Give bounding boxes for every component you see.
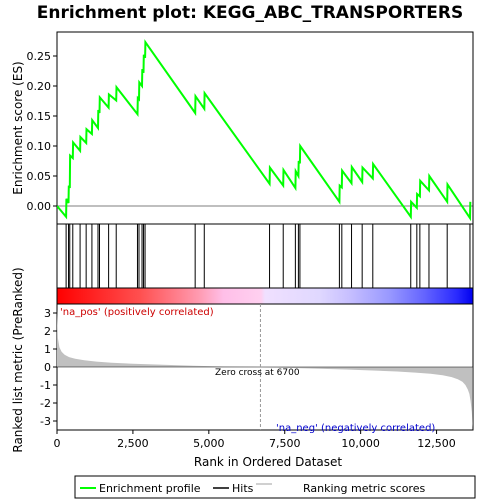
zero-cross-label: Zero cross at 6700 xyxy=(215,368,300,378)
legend-hits-label: Hits xyxy=(232,482,254,495)
es-tick-label: 0.10 xyxy=(27,140,52,153)
metric-axis-label: Ranked list metric (PreRanked) xyxy=(11,267,25,452)
es-tick-label: 0.00 xyxy=(27,200,52,213)
x-tick-label: 10,000 xyxy=(341,437,380,450)
metric-tick-label: -2 xyxy=(40,397,51,410)
rank-colorbar xyxy=(56,287,474,305)
metric-tick-label: 1 xyxy=(44,343,51,356)
legend-box xyxy=(74,475,476,499)
es-tick-label: 0.05 xyxy=(27,170,52,183)
metric-tick-label: -3 xyxy=(40,415,51,428)
es-tick-label: 0.15 xyxy=(27,110,52,123)
es-tick-label: 0.25 xyxy=(27,50,52,63)
neg-correlation-label: 'na_neg' (negatively correlated) xyxy=(276,423,435,434)
ranking-metric-area xyxy=(57,309,473,428)
legend-profile-label: Enrichment profile xyxy=(99,482,201,495)
es-panel-frame xyxy=(56,31,474,225)
x-tick-label: 2,500 xyxy=(117,437,149,450)
x-tick-label: 7,500 xyxy=(269,437,301,450)
x-tick-label: 12,500 xyxy=(417,437,456,450)
metric-tick-label: 3 xyxy=(44,307,51,320)
legend-metric-label: Ranking metric scores xyxy=(303,482,425,495)
chart-title: Enrichment plot: KEGG_ABC_TRANSPORTERS xyxy=(37,3,463,23)
es-tick-label: 0.20 xyxy=(27,80,52,93)
es-axis-label: Enrichment score (ES) xyxy=(11,61,25,194)
enrichment-profile-line xyxy=(57,39,472,222)
metric-tick-label: 2 xyxy=(44,325,51,338)
hits-panel-frame xyxy=(56,223,474,289)
metric-tick-label: -1 xyxy=(40,379,51,392)
x-tick-label: 0 xyxy=(54,437,61,450)
x-axis-label: Rank in Ordered Dataset xyxy=(194,455,342,469)
pos-correlation-label: 'na_pos' (positively correlated) xyxy=(60,307,214,318)
metric-tick-label: 0 xyxy=(44,361,51,374)
hits-group xyxy=(65,224,471,288)
x-tick-label: 5,000 xyxy=(193,437,225,450)
